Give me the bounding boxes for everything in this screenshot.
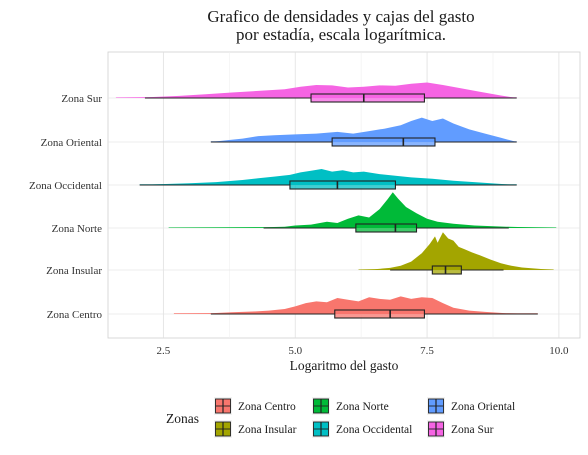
legend: Zonas Zona Centro Zona Insular Zona Norte Z… <box>166 397 515 438</box>
y-tick-label: Zona Insular <box>46 265 102 277</box>
density-zona-norte <box>168 192 557 228</box>
chart-title-line-2: por estadía, escala logarítmica. <box>236 25 446 44</box>
box-zona-insular <box>431 265 462 275</box>
legend-item-zona-sur: Zona Sur <box>427 420 494 438</box>
density-zona-centro <box>173 296 538 314</box>
legend-label: Zona Insular <box>238 424 297 436</box>
box-zona-occidental <box>289 180 396 190</box>
x-axis-tick-labels: 2.5 5.0 7.5 10.0 <box>156 345 569 357</box>
legend-item-zona-occidental: Zona Occidental <box>312 420 412 438</box>
box-zona-norte <box>355 223 418 233</box>
x-tick-label: 2.5 <box>156 345 170 357</box>
box-plots <box>139 93 538 319</box>
legend-item-zona-oriental: Zona Oriental <box>427 397 515 415</box>
x-tick-label: 5.0 <box>288 345 302 357</box>
y-tick-label: Zona Centro <box>47 309 103 321</box>
x-tick-label: 10.0 <box>549 345 569 357</box>
legend-title: Zonas <box>166 411 199 426</box>
legend-label: Zona Sur <box>451 424 494 436</box>
x-axis-label: Logaritmo del gasto <box>290 358 399 373</box>
x-tick-label: 7.5 <box>420 345 434 357</box>
density-zona-insular <box>358 232 554 270</box>
y-tick-label: Zona Norte <box>52 223 103 235</box>
box-zona-sur <box>310 93 425 103</box>
legend-label: Zona Norte <box>336 401 389 413</box>
legend-item-zona-insular: Zona Insular <box>214 420 297 438</box>
legend-item-zona-norte: Zona Norte <box>312 397 389 415</box>
legend-label: Zona Oriental <box>451 401 515 413</box>
chart-title-line-1: Grafico de densidades y cajas del gasto <box>207 7 474 26</box>
legend-label: Zona Occidental <box>336 424 412 436</box>
legend-item-zona-centro: Zona Centro <box>214 397 296 415</box>
density-zona-oriental <box>210 117 517 142</box>
legend-label: Zona Centro <box>238 401 296 413</box>
y-axis-tick-labels: Zona Centro Zona Insular Zona Norte Zona Oc… <box>29 93 102 321</box>
box-zona-oriental <box>331 137 436 147</box>
box-zona-centro <box>334 309 425 319</box>
density-zona-occidental <box>139 169 517 185</box>
y-tick-label: Zona Sur <box>61 93 102 105</box>
y-tick-label: Zona Occidental <box>29 180 102 192</box>
y-tick-label: Zona Oriental <box>41 137 102 149</box>
